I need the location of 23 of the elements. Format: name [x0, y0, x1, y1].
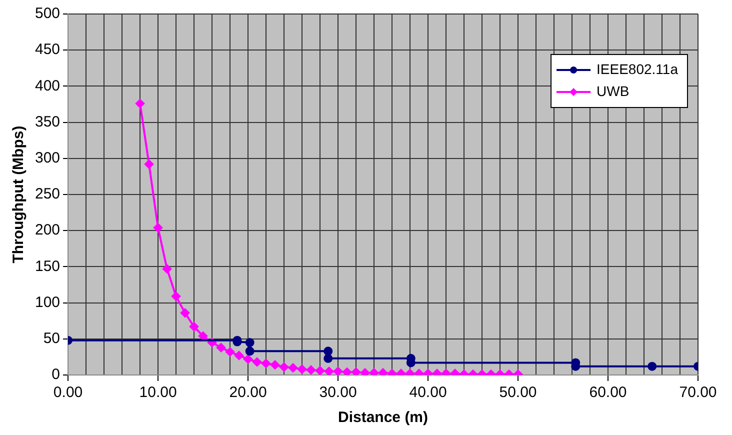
- y-tick-label: 0: [52, 366, 60, 384]
- y-tick-label: 100: [34, 294, 60, 311]
- legend-label: UWB: [596, 82, 630, 99]
- y-tick-label: 500: [34, 5, 60, 22]
- y-tick-label: 150: [34, 258, 60, 275]
- y-tick-label: 400: [34, 77, 60, 94]
- legend-label: IEEE802.11a: [596, 60, 678, 77]
- x-tick-label: 40.00: [409, 384, 447, 402]
- x-tick-label: 20.00: [229, 384, 267, 402]
- x-axis-title: Distance (m): [338, 409, 428, 426]
- y-tick-label: 350: [34, 113, 60, 130]
- x-tick-label: 30.00: [319, 384, 357, 402]
- y-tick-label: 450: [34, 41, 60, 58]
- x-tick-label: 60.00: [589, 384, 627, 402]
- x-tick-label: 0.00: [53, 384, 83, 402]
- y-tick-label: 200: [34, 222, 60, 239]
- y-axis-title: Throughput (Mbps): [10, 126, 28, 264]
- y-tick-label: 300: [34, 150, 60, 167]
- y-tick-label: 50: [43, 330, 60, 348]
- y-tick-label: 250: [34, 186, 60, 203]
- x-tick-label: 50.00: [499, 384, 537, 402]
- x-tick-label: 70.00: [679, 384, 717, 402]
- x-tick-label: 10.00: [139, 384, 177, 402]
